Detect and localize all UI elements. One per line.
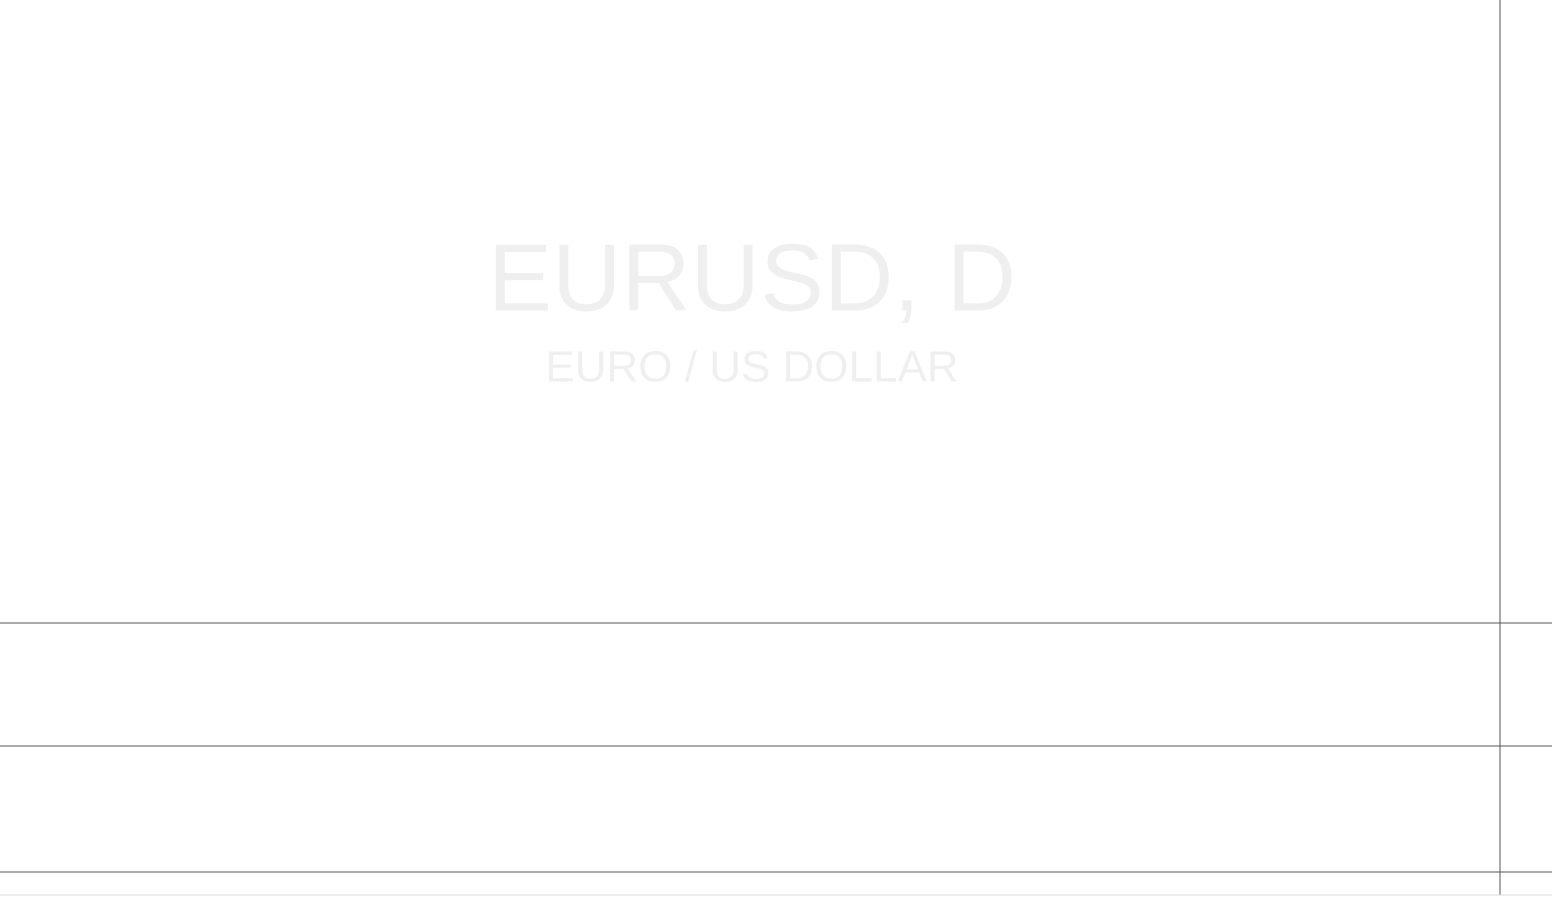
watermark-description: EURO / US DOLLAR [545, 343, 958, 392]
watermark-symbol: EURUSD, D [488, 224, 1016, 331]
